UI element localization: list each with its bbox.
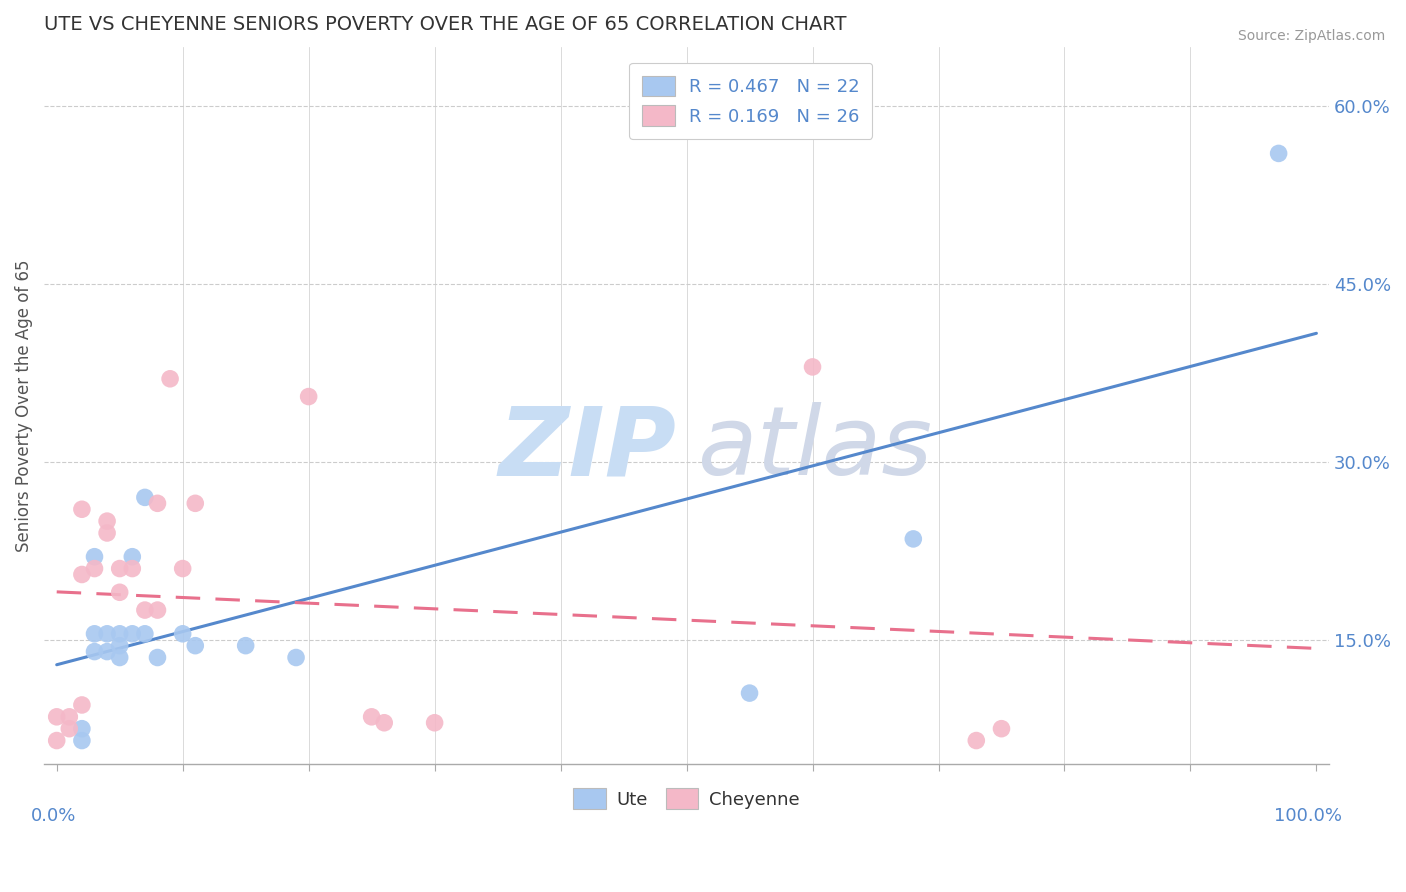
Point [738,686,761,700]
Point [360,710,382,724]
Point [298,390,321,404]
Point [965,733,987,747]
Text: 0.0%: 0.0% [31,807,77,825]
Point [45,733,67,747]
Text: 100.0%: 100.0% [1274,807,1341,825]
Point [121,627,143,641]
Point [108,561,131,575]
Text: UTE VS CHEYENNE SENIORS POVERTY OVER THE AGE OF 65 CORRELATION CHART: UTE VS CHEYENNE SENIORS POVERTY OVER THE… [44,15,846,34]
Point [108,627,131,641]
Point [134,491,156,505]
Point [70,567,93,582]
Point [83,627,105,641]
Point [96,644,118,658]
Point [134,603,156,617]
Point [83,549,105,564]
Point [121,561,143,575]
Text: ZIP: ZIP [498,402,676,495]
Point [45,710,67,724]
Point [801,359,824,374]
Point [70,722,93,736]
Point [108,650,131,665]
Point [184,639,207,653]
Point [96,627,118,641]
Point [184,496,207,510]
Point [121,549,143,564]
Point [373,715,395,730]
Text: atlas: atlas [697,402,932,495]
Point [159,372,181,386]
Point [83,644,105,658]
Point [172,561,194,575]
Point [990,722,1012,736]
Point [146,650,169,665]
Y-axis label: Seniors Poverty Over the Age of 65: Seniors Poverty Over the Age of 65 [15,260,32,552]
Point [423,715,446,730]
Point [108,639,131,653]
Point [235,639,257,653]
Point [134,627,156,641]
Point [83,561,105,575]
Point [108,585,131,599]
Legend: Ute, Cheyenne: Ute, Cheyenne [567,780,807,816]
Point [96,514,118,528]
Point [172,627,194,641]
Point [70,502,93,516]
Point [70,733,93,747]
Point [285,650,308,665]
Point [146,496,169,510]
Point [58,710,80,724]
Point [146,603,169,617]
Point [58,722,80,736]
Point [903,532,925,546]
Text: Source: ZipAtlas.com: Source: ZipAtlas.com [1237,29,1385,43]
Point [96,526,118,541]
Point [1267,146,1289,161]
Point [70,698,93,712]
